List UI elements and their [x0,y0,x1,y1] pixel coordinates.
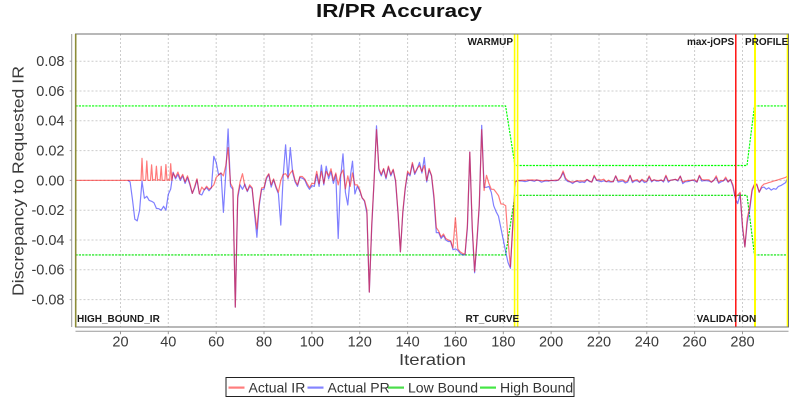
svg-text:0.08: 0.08 [36,54,64,70]
svg-text:20: 20 [112,334,128,350]
svg-text:Discrepancy to Requested IR: Discrepancy to Requested IR [11,66,28,296]
svg-text:-0.06: -0.06 [31,263,64,279]
svg-text:Low Bound: Low Bound [408,379,478,395]
svg-text:max-jOPS: max-jOPS [687,37,735,48]
svg-text:220: 220 [587,334,611,350]
svg-text:280: 280 [730,334,754,350]
svg-text:0.00: 0.00 [36,173,64,189]
svg-text:100: 100 [300,334,324,350]
svg-text:180: 180 [491,334,515,350]
svg-text:40: 40 [160,334,176,350]
svg-text:0.04: 0.04 [36,114,64,130]
svg-text:-0.04: -0.04 [31,233,64,249]
svg-text:PROFILE: PROFILE [745,37,789,48]
svg-text:IR/PR Accuracy: IR/PR Accuracy [316,1,482,21]
svg-text:0.06: 0.06 [36,84,64,100]
svg-text:260: 260 [682,334,706,350]
svg-text:High Bound: High Bound [500,379,573,395]
svg-text:160: 160 [443,334,467,350]
svg-text:0.02: 0.02 [36,144,64,160]
svg-text:80: 80 [256,334,272,350]
svg-text:WARMUP: WARMUP [467,37,513,48]
svg-text:60: 60 [208,334,224,350]
svg-text:200: 200 [539,334,563,350]
svg-text:Iteration: Iteration [399,352,466,369]
svg-text:Actual IR: Actual IR [249,379,306,395]
svg-text:140: 140 [395,334,419,350]
svg-text:-0.02: -0.02 [31,203,64,219]
svg-text:RT_CURVE: RT_CURVE [465,314,519,325]
svg-text:240: 240 [635,334,659,350]
svg-text:HIGH_BOUND_IR: HIGH_BOUND_IR [77,314,161,325]
svg-text:-0.08: -0.08 [31,293,64,309]
svg-text:VALIDATION: VALIDATION [697,314,757,325]
svg-text:120: 120 [348,334,372,350]
svg-text:Actual PR: Actual PR [328,379,390,395]
